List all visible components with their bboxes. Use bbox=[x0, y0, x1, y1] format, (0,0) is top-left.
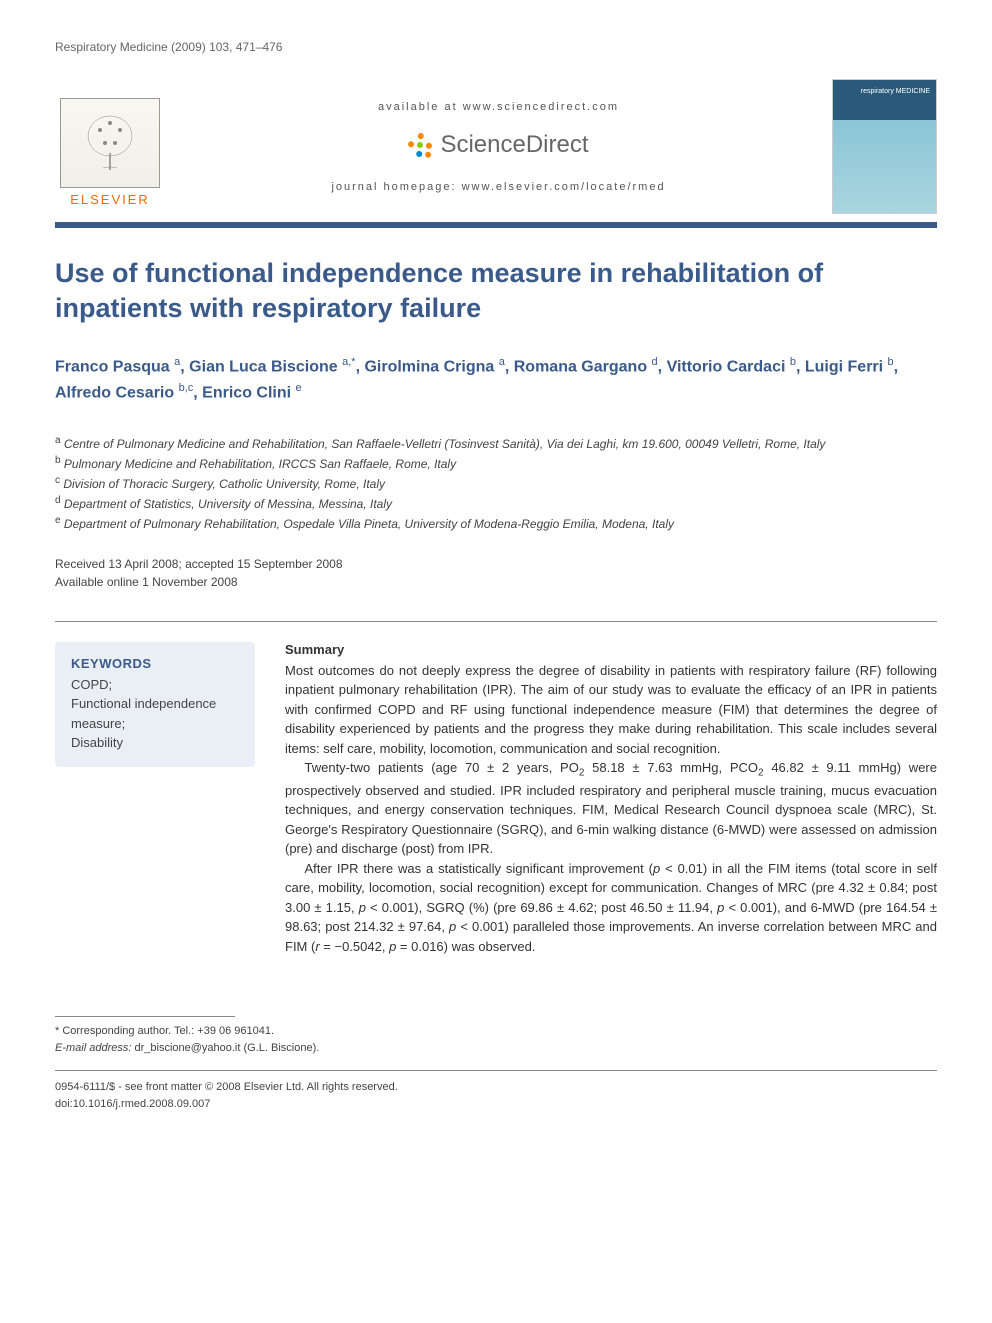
online-date: Available online 1 November 2008 bbox=[55, 573, 937, 591]
article-title: Use of functional independence measure i… bbox=[55, 256, 937, 326]
keywords-list: COPD;Functional independence measure;Dis… bbox=[71, 675, 239, 753]
affiliations-list: a Centre of Pulmonary Medicine and Rehab… bbox=[55, 433, 937, 533]
elsevier-logo: ELSEVIER bbox=[55, 87, 165, 207]
email-author: (G.L. Biscione). bbox=[244, 1042, 320, 1054]
footer-rule bbox=[55, 1070, 937, 1071]
doi-line: doi:10.1016/j.rmed.2008.09.007 bbox=[55, 1096, 937, 1113]
copyright-block: 0954-6111/$ - see front matter © 2008 El… bbox=[55, 1079, 937, 1112]
email-label: E-mail address: bbox=[55, 1042, 131, 1054]
header-band: ELSEVIER available at www.sciencedirect.… bbox=[55, 79, 937, 214]
summary-para-3: After IPR there was a statistically sign… bbox=[285, 859, 937, 957]
footer-separator bbox=[55, 1016, 235, 1017]
summary-heading: Summary bbox=[285, 642, 937, 657]
header-rule bbox=[55, 222, 937, 228]
keywords-box: KEYWORDS COPD;Functional independence me… bbox=[55, 642, 255, 767]
header-center: available at www.sciencedirect.com Scien… bbox=[165, 101, 832, 193]
sciencedirect-logo: ScienceDirect bbox=[185, 131, 812, 159]
email-address: dr_biscione@yahoo.it bbox=[134, 1042, 240, 1054]
received-date: Received 13 April 2008; accepted 15 Sept… bbox=[55, 555, 937, 573]
elsevier-tree-icon bbox=[60, 98, 160, 188]
corresponding-tel: * Corresponding author. Tel.: +39 06 961… bbox=[55, 1023, 937, 1040]
summary-para-2: Twenty-two patients (age 70 ± 2 years, P… bbox=[285, 758, 937, 859]
content-row: KEYWORDS COPD;Functional independence me… bbox=[55, 621, 937, 957]
available-at-text: available at www.sciencedirect.com bbox=[185, 101, 812, 113]
summary-column: Summary Most outcomes do not deeply expr… bbox=[285, 642, 937, 957]
journal-reference: Respiratory Medicine (2009) 103, 471–476 bbox=[55, 40, 937, 54]
sciencedirect-wordmark: ScienceDirect bbox=[440, 131, 588, 159]
sciencedirect-dots-icon bbox=[407, 131, 433, 157]
journal-cover-label: respiratory MEDICINE bbox=[861, 88, 930, 95]
corresponding-email: E-mail address: dr_biscione@yahoo.it (G.… bbox=[55, 1040, 937, 1057]
elsevier-wordmark: ELSEVIER bbox=[70, 192, 150, 207]
copyright-line: 0954-6111/$ - see front matter © 2008 El… bbox=[55, 1079, 937, 1096]
corresponding-author: * Corresponding author. Tel.: +39 06 961… bbox=[55, 1023, 937, 1056]
journal-homepage-text: journal homepage: www.elsevier.com/locat… bbox=[185, 181, 812, 193]
summary-para-1: Most outcomes do not deeply express the … bbox=[285, 661, 937, 759]
article-dates: Received 13 April 2008; accepted 15 Sept… bbox=[55, 555, 937, 591]
authors-list: Franco Pasqua a, Gian Luca Biscione a,*,… bbox=[55, 354, 937, 405]
summary-text: Most outcomes do not deeply express the … bbox=[285, 661, 937, 957]
journal-cover-thumbnail: respiratory MEDICINE bbox=[832, 79, 937, 214]
keywords-heading: KEYWORDS bbox=[71, 656, 239, 671]
